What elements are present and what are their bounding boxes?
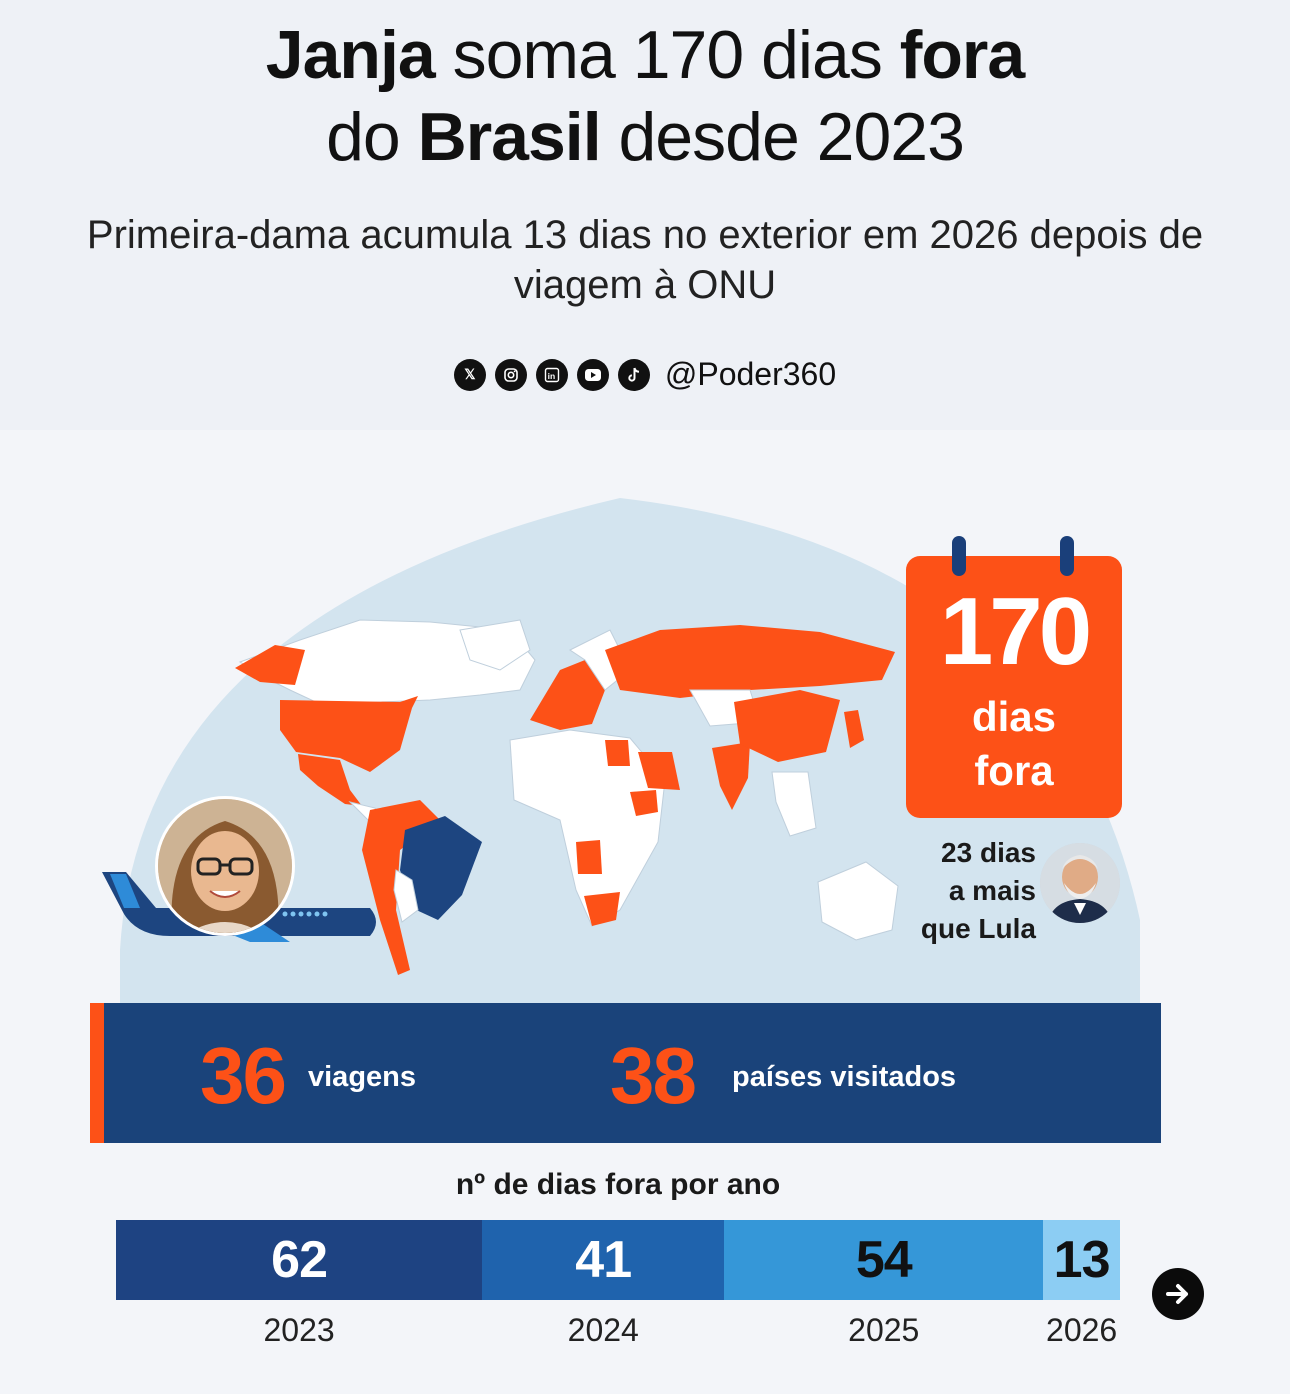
countries-count: 38 [610, 1031, 697, 1120]
trips-count: 36 [200, 1031, 287, 1120]
map-mexico [298, 754, 362, 806]
calendar-number: 170 [939, 578, 1092, 685]
map-ethiopia [630, 790, 658, 816]
calendar-ring-icon [952, 536, 966, 576]
map-south-america-west [362, 800, 440, 975]
lula-photo [1040, 843, 1120, 923]
map-europe [530, 660, 605, 730]
year-label-2024: 2024 [567, 1312, 639, 1348]
map-south-africa [584, 892, 620, 926]
map-india [712, 742, 750, 810]
days-per-year-chart: 62 41 54 13 [116, 1220, 1120, 1300]
bar-segment-2024: 41 [482, 1220, 725, 1300]
next-arrow-button[interactable] [1152, 1268, 1204, 1320]
arrow-right-icon [1166, 1284, 1188, 1304]
stats-panel: 36 viagens 38 países visitados [90, 1003, 1161, 1143]
calendar-ring-icon [1060, 536, 1074, 576]
map-australia [817, 861, 899, 941]
map-canada-alaska [238, 619, 536, 705]
page-title: Janja soma 170 dias fora do Brasil desde… [265, 17, 1025, 175]
bar-segment-2025: 54 [724, 1220, 1044, 1300]
map-greenland [459, 619, 531, 671]
bar-segment-2023: 62 [116, 1220, 483, 1300]
map-usa [280, 696, 418, 772]
bar-segment-2026: 13 [1043, 1220, 1120, 1300]
map-china [734, 690, 840, 762]
calendar-label: dias fora [971, 693, 1057, 794]
janja-photo [155, 796, 295, 936]
subtitle: Primeira-dama acumula 13 dias no exterio… [86, 213, 1204, 307]
map-japan-korea [844, 710, 864, 748]
linkedin-icon[interactable]: in [535, 358, 568, 391]
calendar-badge: 170 dias fora [906, 536, 1122, 818]
x-icon[interactable]: 𝕏 [453, 358, 486, 391]
lula-comparison: 23 dias a mais que Lula [920, 837, 1036, 944]
map-egypt [605, 740, 630, 766]
map-alaska [235, 645, 305, 685]
social-bar: 𝕏 in @Poder360 [0, 356, 1290, 393]
world-map [100, 490, 1160, 1010]
year-label-2026: 2026 [1046, 1312, 1118, 1348]
youtube-icon[interactable] [576, 358, 609, 391]
calendar-body [906, 556, 1122, 818]
map-angola [576, 840, 602, 874]
svg-text:in: in [547, 371, 555, 381]
countries-label: países visitados [732, 1061, 957, 1093]
map-southeast-asia [771, 771, 817, 837]
year-label-2023: 2023 [263, 1312, 335, 1348]
instagram-icon[interactable] [494, 358, 527, 391]
social-handle[interactable]: @Poder360 [664, 356, 837, 392]
map-africa [509, 729, 666, 927]
map-saudi-arabia [638, 752, 680, 790]
map-brazil [400, 816, 482, 920]
map-bolivia-paraguay [393, 869, 419, 923]
tiktok-icon[interactable] [617, 358, 650, 391]
chart-title: nº de dias fora por ano [455, 1168, 781, 1201]
map-russia [605, 625, 895, 698]
trips-label: viagens [308, 1061, 416, 1093]
year-label-2025: 2025 [848, 1312, 920, 1348]
